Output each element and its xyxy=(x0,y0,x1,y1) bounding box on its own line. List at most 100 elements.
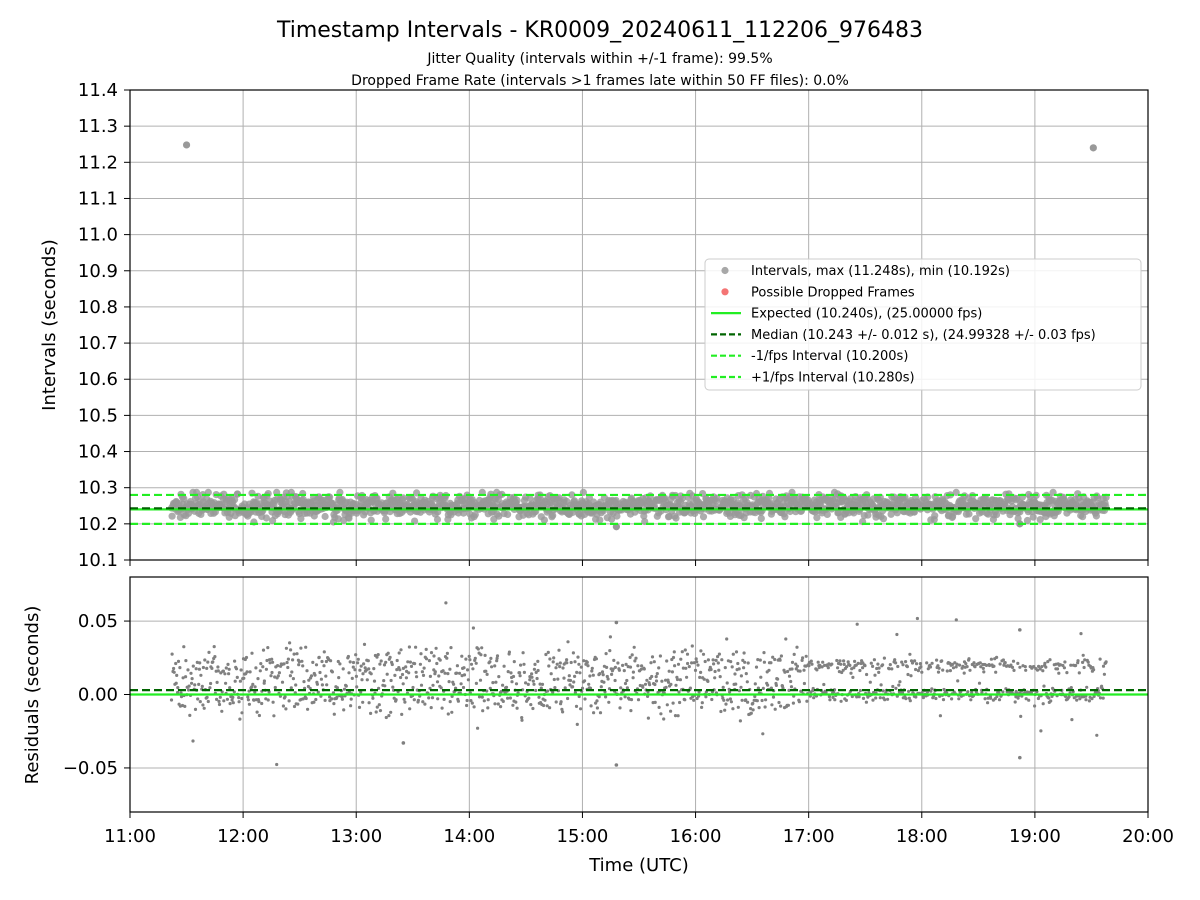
residual-point xyxy=(706,658,711,662)
residual-point xyxy=(919,665,923,669)
residual-point xyxy=(773,657,777,662)
interval-point xyxy=(540,516,549,524)
residual-point xyxy=(713,669,717,674)
residual-point xyxy=(664,678,668,682)
residual-point xyxy=(456,699,460,703)
residual-point xyxy=(742,666,746,670)
interval-point xyxy=(504,510,512,518)
residual-point xyxy=(856,661,860,666)
residual-point xyxy=(335,695,339,699)
residual-point xyxy=(1042,684,1046,688)
residual-point xyxy=(827,695,832,699)
interval-point xyxy=(568,491,576,499)
residual-point xyxy=(314,697,318,702)
residual-point xyxy=(220,709,224,713)
residual-point xyxy=(471,626,475,630)
residual-point xyxy=(802,668,806,672)
residual-point xyxy=(268,661,272,665)
interval-point xyxy=(993,510,1001,519)
residual-point xyxy=(427,659,431,663)
residual-point xyxy=(641,685,645,689)
residual-point xyxy=(330,697,334,701)
residual-point xyxy=(429,706,433,710)
residual-point xyxy=(228,686,232,690)
residual-point xyxy=(359,690,363,694)
residual-point xyxy=(744,698,748,702)
residual-point xyxy=(720,658,724,662)
residual-point xyxy=(981,666,985,671)
residual-point xyxy=(187,684,191,688)
residual-point xyxy=(941,668,945,672)
residual-point xyxy=(839,662,843,666)
residual-point xyxy=(191,664,195,668)
residual-point xyxy=(347,671,351,675)
residual-point xyxy=(1049,699,1053,703)
residual-point xyxy=(437,674,441,678)
residual-point xyxy=(786,703,791,707)
residuals-y-axis-label: Residuals (seconds) xyxy=(22,606,43,785)
residual-point xyxy=(362,662,366,666)
residual-point xyxy=(602,680,606,684)
residual-point xyxy=(968,668,972,672)
residual-point xyxy=(576,655,580,659)
intervals-y-tick-label: 10.3 xyxy=(78,478,118,499)
residual-point xyxy=(601,673,605,677)
residual-point xyxy=(625,686,630,690)
residual-point xyxy=(908,699,912,703)
residual-point xyxy=(319,677,323,681)
residual-point xyxy=(187,688,191,692)
residual-point xyxy=(631,676,635,680)
residual-point xyxy=(226,662,230,667)
interval-point xyxy=(1023,516,1031,525)
residual-point xyxy=(532,667,537,671)
intervals-y-tick-label: 11.4 xyxy=(78,80,118,101)
x-tick-label: 20:00 xyxy=(1122,826,1174,847)
residual-point xyxy=(518,671,522,675)
residual-point xyxy=(247,689,251,693)
residual-point xyxy=(824,690,828,694)
residual-point xyxy=(646,694,650,699)
legend-box xyxy=(704,258,1142,391)
residual-point xyxy=(375,655,379,659)
residual-point xyxy=(1067,695,1071,699)
residual-point xyxy=(1079,632,1083,636)
residual-point xyxy=(910,661,915,665)
residual-point xyxy=(412,698,416,702)
residual-point xyxy=(494,680,498,684)
residual-point xyxy=(566,696,570,701)
residual-point xyxy=(940,659,944,663)
x-axis-label: Time (UTC) xyxy=(588,855,689,876)
residual-point xyxy=(966,690,970,694)
residual-point xyxy=(690,644,694,648)
residual-point xyxy=(604,695,608,699)
residual-point xyxy=(197,682,201,687)
residual-point xyxy=(737,667,741,671)
residual-point xyxy=(915,616,920,621)
x-tick-label: 14:00 xyxy=(443,826,495,847)
residual-point xyxy=(573,674,577,679)
residual-point xyxy=(740,698,744,702)
residual-point xyxy=(673,714,678,718)
residual-point xyxy=(416,698,420,703)
residual-point xyxy=(1101,696,1105,700)
residual-point xyxy=(238,717,242,721)
residual-point xyxy=(170,652,174,656)
residual-point xyxy=(890,667,894,671)
residual-point xyxy=(461,685,466,690)
residual-point xyxy=(469,662,474,666)
residual-point xyxy=(749,711,753,715)
residual-point xyxy=(289,686,293,690)
residual-point xyxy=(554,700,558,704)
residual-point xyxy=(374,710,378,714)
residual-point xyxy=(560,707,564,711)
residual-point xyxy=(182,645,186,649)
residual-point xyxy=(645,678,649,682)
residual-point xyxy=(1016,696,1020,700)
residual-point xyxy=(607,700,611,704)
residual-point xyxy=(546,689,550,693)
intervals-y-tick-label: 10.1 xyxy=(78,550,118,571)
residual-point xyxy=(191,739,195,743)
residual-point xyxy=(876,662,880,666)
residual-point xyxy=(624,662,628,667)
residual-point xyxy=(367,667,371,671)
